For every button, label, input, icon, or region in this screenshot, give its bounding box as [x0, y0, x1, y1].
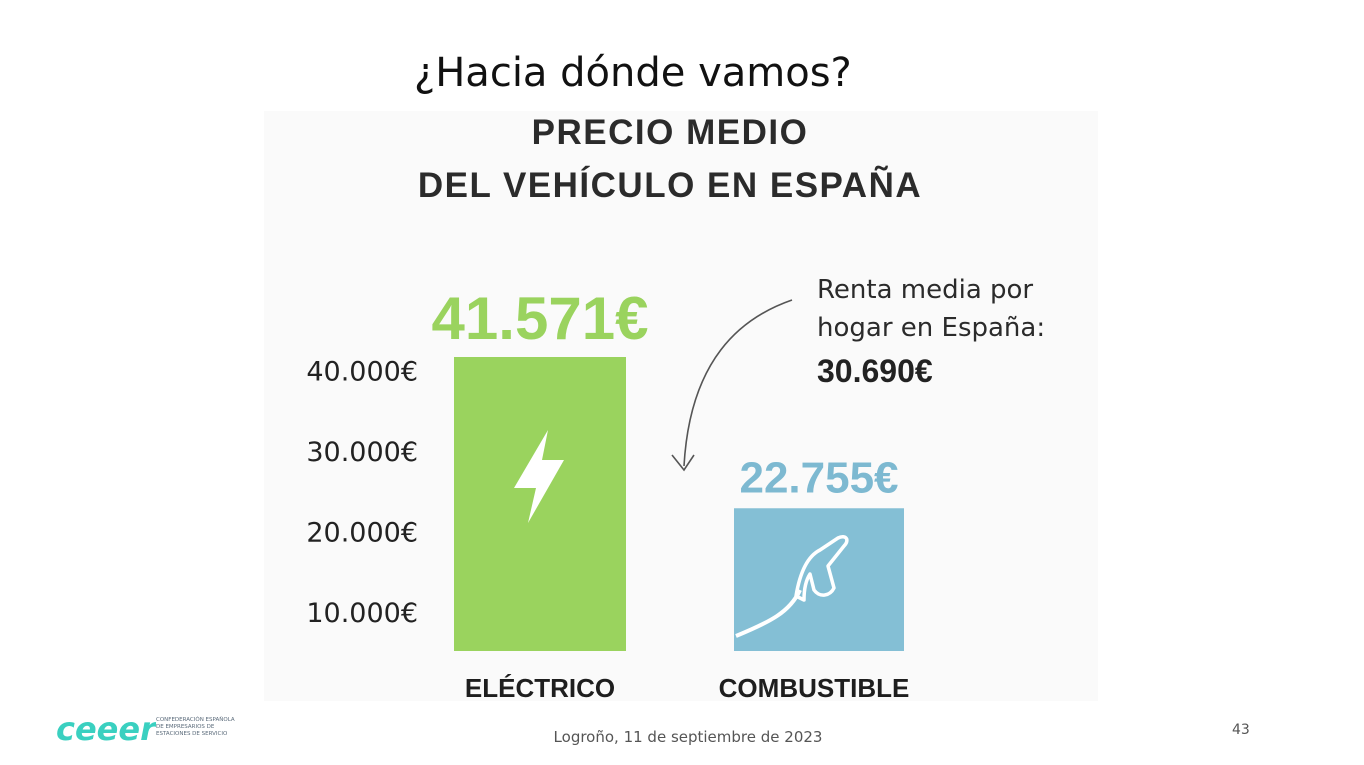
annotation-line-2: hogar en España:: [817, 313, 1045, 343]
nozzle-handle: [794, 534, 849, 602]
chart-title: PRECIO MEDIO DEL VEHÍCULO EN ESPAÑA: [418, 113, 922, 205]
chart-title-line-1: PRECIO MEDIO: [532, 113, 809, 152]
annotation: Renta media por hogar en España: 30.690€: [671, 275, 1045, 472]
annotation-value: 30.690€: [817, 353, 933, 389]
annotation-arrow: [683, 299, 793, 467]
chart-title-line-2: DEL VEHÍCULO EN ESPAÑA: [418, 165, 922, 205]
category-label-1: COMBUSTIBLE: [719, 673, 910, 703]
ceeer-logo: ceeer CONFEDERACIÓN ESPAÑOLA DE EMPRESAR…: [56, 710, 256, 748]
bar-1: [734, 508, 904, 651]
y-tick-label-2: 30.000€: [306, 437, 418, 468]
lightning-bolt-icon: [514, 430, 564, 523]
chart-panel: [264, 111, 1098, 701]
ceeer-logo-wordmark: ceeer: [56, 710, 158, 748]
slide-title: ¿Hacia dónde vamos?: [414, 50, 852, 96]
footer-date: Logroño, 11 de septiembre de 2023: [553, 728, 823, 746]
fuel-nozzle-icon: [735, 534, 849, 638]
bars: 41.571€ ELÉCTRICO 22.755€ COMBUSTIBLE: [432, 285, 910, 703]
annotation-arrowhead: [671, 454, 695, 472]
bar-value-label-1: 22.755€: [739, 453, 898, 502]
y-axis-ticks: 10.000€ 20.000€ 30.000€ 40.000€: [306, 357, 418, 629]
y-tick-label-3: 40.000€: [306, 357, 418, 388]
annotation-line-1: Renta media por: [817, 275, 1033, 305]
page-number: 43: [1232, 722, 1250, 738]
y-tick-label-1: 20.000€: [306, 517, 418, 548]
bar-0: [454, 357, 626, 651]
logo-subtitle: CONFEDERACIÓN ESPAÑOLA DE EMPRESARIOS DE…: [156, 717, 235, 737]
bar-value-label-0: 41.571€: [432, 285, 649, 352]
logo-wordmark-text: ceeer: [56, 712, 156, 748]
category-label-0: ELÉCTRICO: [465, 673, 615, 703]
y-tick-label-0: 10.000€: [306, 598, 418, 629]
